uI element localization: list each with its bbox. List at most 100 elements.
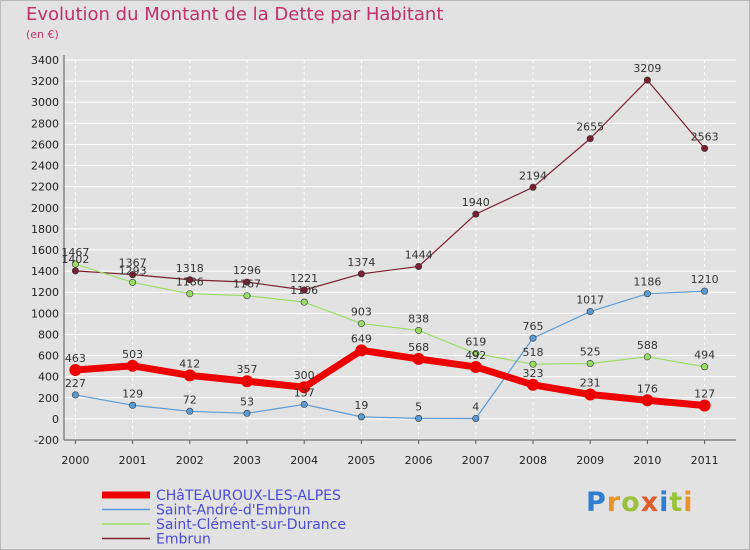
x-tick-label: 2010 xyxy=(633,454,661,467)
data-label: 649 xyxy=(351,332,372,345)
data-point xyxy=(241,375,253,388)
data-point xyxy=(186,407,194,415)
data-point xyxy=(186,276,194,284)
data-point xyxy=(71,260,79,268)
series-line xyxy=(71,346,709,409)
data-label: 525 xyxy=(580,345,601,358)
data-point xyxy=(129,278,137,286)
data-label: 323 xyxy=(523,367,544,380)
x-tick-label: 2003 xyxy=(233,454,261,467)
data-point xyxy=(641,394,654,407)
data-label: 1167 xyxy=(233,278,261,291)
data-point xyxy=(300,286,308,294)
data-point xyxy=(701,287,709,295)
data-label: 1940 xyxy=(462,196,490,209)
data-point xyxy=(357,320,365,328)
data-label: 127 xyxy=(694,387,715,400)
data-label: 1367 xyxy=(119,257,147,270)
data-label: 2655 xyxy=(576,121,604,134)
chart-subtitle: (en €) xyxy=(26,28,59,41)
data-label: 1467 xyxy=(61,246,89,259)
data-point xyxy=(71,267,79,275)
data-label: 300 xyxy=(294,369,315,382)
series-line xyxy=(74,79,706,291)
y-tick-label: 2400 xyxy=(31,160,59,173)
data-label: 1293 xyxy=(119,264,147,277)
x-tick-label: 2000 xyxy=(61,454,89,467)
y-tick-label: 3200 xyxy=(31,75,59,88)
data-point xyxy=(126,359,139,372)
y-tick-label: 3400 xyxy=(31,54,59,67)
data-label: 838 xyxy=(408,312,429,325)
data-label: 518 xyxy=(523,346,544,359)
data-label: 1017 xyxy=(576,294,604,307)
data-point xyxy=(298,381,311,394)
data-point xyxy=(186,290,194,298)
data-point xyxy=(586,135,594,143)
data-point xyxy=(412,352,425,365)
y-tick-label: 400 xyxy=(38,371,59,384)
data-label: 129 xyxy=(122,387,143,400)
data-label: 72 xyxy=(183,393,197,406)
y-tick-label: 200 xyxy=(38,392,59,405)
data-label: 4 xyxy=(472,400,479,413)
y-tick-label: 2600 xyxy=(31,138,59,151)
data-point xyxy=(701,144,709,152)
data-label: 176 xyxy=(637,382,658,395)
x-tick-label: 2005 xyxy=(347,454,375,467)
legend-entry: Embrun xyxy=(156,532,211,548)
data-label: 492 xyxy=(465,349,486,362)
data-point xyxy=(643,353,651,361)
x-tick-label: 2002 xyxy=(176,454,204,467)
data-point xyxy=(71,391,79,399)
data-label: 463 xyxy=(65,352,86,365)
data-label: 1444 xyxy=(405,248,433,261)
x-tick-label: 2011 xyxy=(691,454,719,467)
y-tick-label: 1200 xyxy=(31,286,59,299)
data-label: 1318 xyxy=(176,262,204,275)
data-label: 2563 xyxy=(691,130,719,143)
data-point xyxy=(300,400,308,408)
x-tick-label: 2006 xyxy=(405,454,433,467)
y-tick-label: 2200 xyxy=(31,181,59,194)
data-point xyxy=(300,298,308,306)
data-label: 494 xyxy=(694,349,715,362)
data-point xyxy=(129,401,137,409)
y-tick-label: 1800 xyxy=(31,223,59,236)
proxiti-logo: Proxiti xyxy=(586,487,694,518)
y-tick-label: 0 xyxy=(52,413,59,426)
data-point xyxy=(643,290,651,298)
series-line xyxy=(74,263,706,368)
data-point xyxy=(469,360,482,373)
data-point xyxy=(698,399,711,412)
data-point xyxy=(357,270,365,278)
data-label: 357 xyxy=(237,363,258,376)
y-tick-label: -200 xyxy=(34,434,59,447)
data-label: 765 xyxy=(523,320,544,333)
data-label: 19 xyxy=(354,399,368,412)
data-label: 1296 xyxy=(233,264,261,277)
data-point xyxy=(527,378,539,391)
data-point xyxy=(586,359,594,367)
data-point xyxy=(415,414,423,422)
data-label: 903 xyxy=(351,306,372,319)
data-point xyxy=(69,364,82,377)
data-label: 2194 xyxy=(519,169,547,182)
data-label: 137 xyxy=(294,386,315,399)
data-label: 568 xyxy=(408,341,429,354)
y-tick-label: 1000 xyxy=(31,307,59,320)
data-point xyxy=(529,334,537,342)
data-point xyxy=(586,308,594,316)
data-label: 1402 xyxy=(61,253,89,266)
data-label: 227 xyxy=(65,377,86,390)
series-line xyxy=(74,290,706,420)
x-tick-label: 2004 xyxy=(290,454,318,467)
y-tick-label: 600 xyxy=(38,350,59,363)
data-point xyxy=(243,292,251,300)
data-label: 3209 xyxy=(633,62,661,75)
data-point xyxy=(415,262,423,270)
data-label: 1210 xyxy=(691,273,719,286)
data-label: 588 xyxy=(637,339,658,352)
data-label: 412 xyxy=(179,357,200,370)
